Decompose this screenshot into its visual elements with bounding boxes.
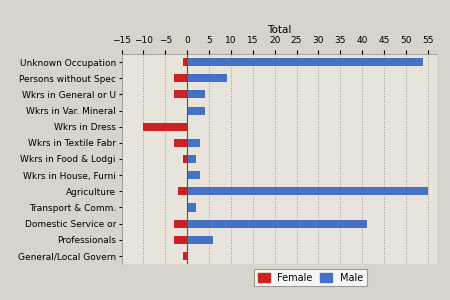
Bar (187, 187, 428, 195)
Bar (187, 155, 196, 163)
Bar (174, 74, 187, 82)
Bar (174, 220, 187, 228)
Bar (187, 236, 213, 244)
X-axis label: Total: Total (267, 25, 291, 35)
Bar (178, 187, 187, 195)
Bar (187, 90, 205, 98)
Bar (187, 220, 366, 228)
Bar (174, 90, 187, 98)
Bar (187, 58, 423, 66)
Bar (174, 139, 187, 147)
Bar (187, 74, 226, 82)
Bar (187, 139, 200, 147)
Bar (187, 171, 200, 179)
Bar (183, 58, 187, 66)
Bar (174, 236, 187, 244)
Bar (187, 106, 205, 115)
Bar (183, 252, 187, 260)
Bar (144, 123, 187, 131)
Bar (183, 155, 187, 163)
Bar (187, 203, 196, 211)
Legend: Female, Male: Female, Male (254, 269, 367, 286)
